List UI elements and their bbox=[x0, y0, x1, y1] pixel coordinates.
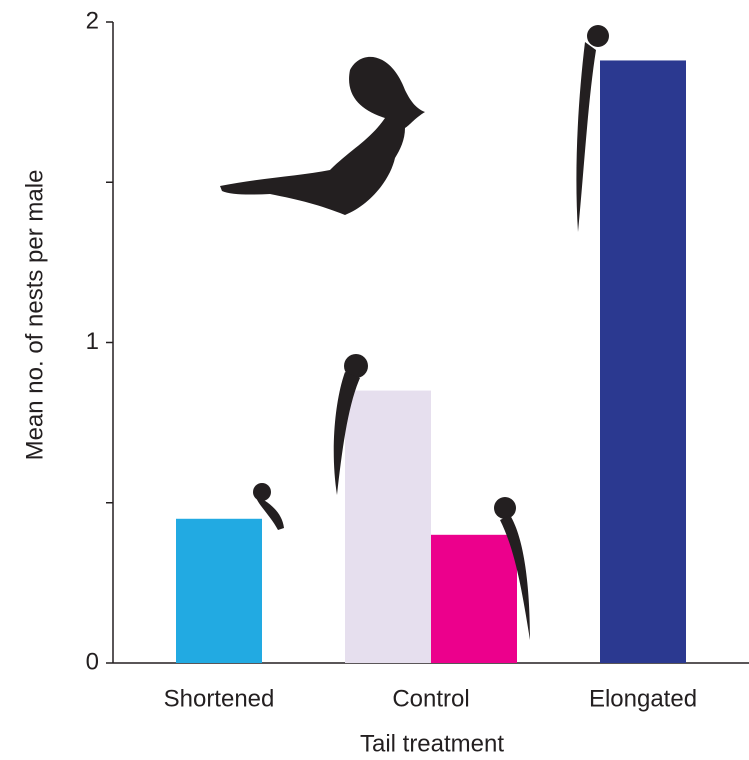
x-tick-label: Shortened bbox=[164, 685, 275, 712]
x-tick-label: Control bbox=[392, 685, 469, 712]
flying-bird bbox=[220, 57, 425, 215]
page: {"chart_data": {"type": "grouped-bar", "… bbox=[0, 0, 749, 760]
y-tick-label: 0 bbox=[86, 648, 99, 675]
bar bbox=[176, 519, 262, 663]
chart: Tail treatment Mean no. of nests per mal… bbox=[0, 0, 749, 760]
bar bbox=[345, 391, 431, 663]
bar bbox=[431, 535, 517, 663]
x-tick-label: Elongated bbox=[589, 685, 697, 712]
y-tick-label: 1 bbox=[86, 328, 99, 355]
bar bbox=[600, 60, 686, 663]
y-axis-title: Mean no. of nests per male bbox=[21, 170, 48, 461]
y-tick-label: 2 bbox=[86, 7, 99, 34]
x-axis-title: Tail treatment bbox=[360, 730, 504, 757]
